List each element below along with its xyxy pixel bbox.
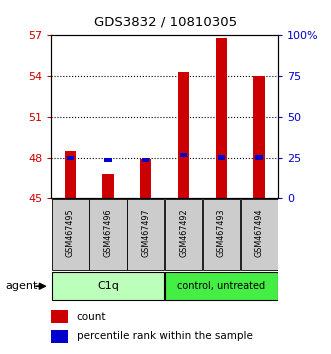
Bar	[178, 72, 189, 198]
Bar	[65, 151, 76, 198]
FancyBboxPatch shape	[52, 272, 164, 301]
Text: percentile rank within the sample: percentile rank within the sample	[77, 331, 253, 341]
FancyBboxPatch shape	[127, 199, 164, 270]
Bar	[104, 158, 112, 162]
FancyBboxPatch shape	[89, 199, 126, 270]
Text: count: count	[77, 312, 106, 322]
Bar	[142, 158, 150, 162]
Text: GSM467494: GSM467494	[255, 209, 264, 257]
FancyBboxPatch shape	[165, 199, 202, 270]
Bar	[67, 156, 74, 160]
Text: GDS3832 / 10810305: GDS3832 / 10810305	[94, 16, 237, 29]
Bar	[140, 159, 152, 198]
Bar	[254, 76, 265, 198]
Bar	[180, 153, 187, 157]
FancyBboxPatch shape	[203, 199, 240, 270]
Text: GSM467493: GSM467493	[217, 209, 226, 257]
Text: GSM467492: GSM467492	[179, 209, 188, 257]
Bar	[51, 310, 68, 323]
FancyBboxPatch shape	[52, 199, 89, 270]
FancyBboxPatch shape	[165, 272, 278, 301]
FancyBboxPatch shape	[241, 199, 278, 270]
Text: C1q: C1q	[97, 281, 119, 291]
Bar	[218, 155, 225, 160]
Bar	[216, 38, 227, 198]
Text: GSM467496: GSM467496	[104, 209, 113, 257]
Bar	[256, 155, 263, 160]
Bar	[102, 174, 114, 198]
Bar	[51, 330, 68, 343]
Text: agent: agent	[5, 281, 37, 291]
Text: GSM467497: GSM467497	[141, 209, 150, 257]
Text: control, untreated: control, untreated	[177, 281, 265, 291]
Text: GSM467495: GSM467495	[66, 209, 75, 257]
